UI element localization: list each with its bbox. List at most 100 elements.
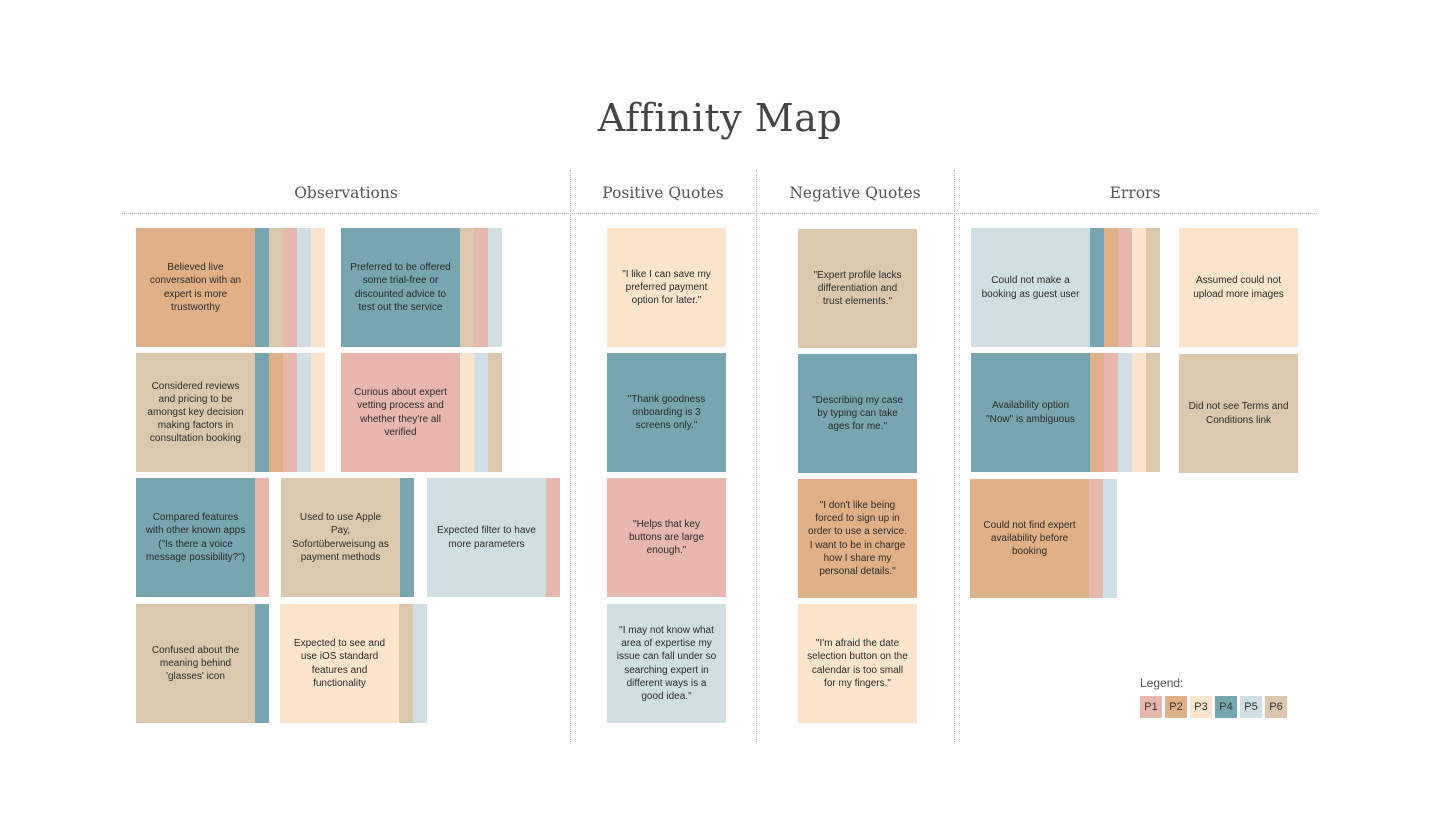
sticky-note-group[interactable]: Used to use Apple Pay, Sofortüberweisung… <box>281 478 414 597</box>
sticky-note: "Expert profile lacks differentiation an… <box>798 229 917 348</box>
legend-swatch-p4: P4 <box>1215 696 1237 718</box>
header-divider <box>122 213 1317 214</box>
sticky-note: Curious about expert vetting process and… <box>341 353 460 472</box>
participant-strip-p5 <box>474 353 488 472</box>
sticky-note: Could not find expert availability befor… <box>970 479 1089 598</box>
legend-swatch-label: P2 <box>1169 701 1183 713</box>
participant-strip-p6 <box>269 228 283 347</box>
participant-strip-p5 <box>488 228 502 347</box>
participant-strip-p6 <box>1146 228 1160 347</box>
column-header-observations: Observations <box>294 184 398 202</box>
participant-strip-p1 <box>1104 353 1118 472</box>
participant-strip-p1 <box>1118 228 1132 347</box>
legend-label: Legend: <box>1140 676 1184 690</box>
sticky-note: "I don't like being forced to sign up in… <box>798 479 917 598</box>
sticky-note: Expected to see and use iOS standard fea… <box>280 604 399 723</box>
legend-swatch-p1: P1 <box>1140 696 1162 718</box>
participant-strip-p6 <box>1146 353 1160 472</box>
participant-strip-p6 <box>488 353 502 472</box>
sticky-note: Believed live conversation with an exper… <box>136 228 255 347</box>
participant-strip-p1 <box>283 228 297 347</box>
sticky-note: Could not make a booking as guest user <box>971 228 1090 347</box>
participant-strip-p3 <box>311 353 325 472</box>
legend-swatch-p6: P6 <box>1265 696 1287 718</box>
sticky-note: "Helps that key buttons are large enough… <box>607 478 726 597</box>
participant-strip-p4 <box>1090 228 1104 347</box>
sticky-note: Expected filter to have more parameters <box>427 478 546 597</box>
participant-strip-p6 <box>460 228 474 347</box>
participant-strip-p1 <box>283 353 297 472</box>
sticky-note: "Thank goodness onboarding is 3 screens … <box>607 353 726 472</box>
participant-strip-p1 <box>1089 479 1103 598</box>
column-divider <box>756 170 757 742</box>
column-header-errors: Errors <box>1109 184 1161 202</box>
participant-strip-p2 <box>1090 353 1104 472</box>
legend-swatch-p2: P2 <box>1165 696 1187 718</box>
column-header-positive-quotes: Positive Quotes <box>602 184 724 202</box>
participant-strip-p2 <box>1104 228 1118 347</box>
sticky-note: "Describing my case by typing can take a… <box>798 354 917 473</box>
sticky-note: "I like I can save my preferred payment … <box>607 228 726 347</box>
participant-strip-p3 <box>1132 353 1146 472</box>
participant-strip-p1 <box>474 228 488 347</box>
sticky-note: Considered reviews and pricing to be amo… <box>136 353 255 472</box>
legend-swatch-label: P6 <box>1269 701 1283 713</box>
sticky-note-group[interactable]: "I'm afraid the date selection button on… <box>798 604 917 723</box>
sticky-note: "I'm afraid the date selection button on… <box>798 604 917 723</box>
sticky-note-group[interactable]: "Thank goodness onboarding is 3 screens … <box>607 353 726 472</box>
sticky-note: Used to use Apple Pay, Sofortüberweisung… <box>281 478 400 597</box>
sticky-note: Availability option "Now" is ambiguous <box>971 353 1090 472</box>
sticky-note-group[interactable]: "I like I can save my preferred payment … <box>607 228 726 347</box>
sticky-note-group[interactable]: Assumed could not upload more images <box>1179 228 1298 347</box>
sticky-note-group[interactable]: Could not find expert availability befor… <box>970 479 1117 598</box>
participant-strip-p3 <box>1132 228 1146 347</box>
legend-swatch-label: P3 <box>1194 701 1208 713</box>
participant-strip-p2 <box>269 353 283 472</box>
legend-swatch-p5: P5 <box>1240 696 1262 718</box>
sticky-note-group[interactable]: Considered reviews and pricing to be amo… <box>136 353 325 472</box>
column-header-negative-quotes: Negative Quotes <box>789 184 921 202</box>
participant-strip-p4 <box>400 478 414 597</box>
legend: P1 P2 P3 P4 P5 P6 <box>1140 696 1287 718</box>
sticky-note: Confused about the meaning behind 'glass… <box>136 604 255 723</box>
participant-strip-p5 <box>1103 479 1117 598</box>
sticky-note-group[interactable]: Curious about expert vetting process and… <box>341 353 502 472</box>
participant-strip-p5 <box>1118 353 1132 472</box>
sticky-note-group[interactable]: Could not make a booking as guest user <box>971 228 1160 347</box>
sticky-note-group[interactable]: Compared features with other known apps … <box>136 478 269 597</box>
participant-strip-p4 <box>255 353 269 472</box>
sticky-note: Did not see Terms and Conditions link <box>1179 354 1298 473</box>
legend-swatch-label: P4 <box>1219 701 1233 713</box>
sticky-note-group[interactable]: "Helps that key buttons are large enough… <box>607 478 726 597</box>
participant-strip-p5 <box>297 228 311 347</box>
participant-strip-p4 <box>255 228 269 347</box>
sticky-note-group[interactable]: Did not see Terms and Conditions link <box>1179 354 1298 473</box>
sticky-note: Preferred to be offered some trial-free … <box>341 228 460 347</box>
legend-swatch-label: P1 <box>1144 701 1158 713</box>
sticky-note: "I may not know what area of expertise m… <box>607 604 726 723</box>
legend-swatch-label: P5 <box>1244 701 1258 713</box>
participant-strip-p5 <box>297 353 311 472</box>
sticky-note-group[interactable]: "I don't like being forced to sign up in… <box>798 479 917 598</box>
participant-strip-p1 <box>255 478 269 597</box>
sticky-note: Assumed could not upload more images <box>1179 228 1298 347</box>
participant-strip-p1 <box>546 478 560 597</box>
column-divider <box>954 170 955 742</box>
sticky-note-group[interactable]: "Describing my case by typing can take a… <box>798 354 917 473</box>
sticky-note-group[interactable]: Expected filter to have more parameters <box>427 478 560 597</box>
sticky-note-group[interactable]: Preferred to be offered some trial-free … <box>341 228 502 347</box>
participant-strip-p3 <box>311 228 325 347</box>
sticky-note-group[interactable]: "Expert profile lacks differentiation an… <box>798 229 917 348</box>
participant-strip-p4 <box>255 604 269 723</box>
participant-strip-p6 <box>399 604 413 723</box>
sticky-note-group[interactable]: Believed live conversation with an exper… <box>136 228 325 347</box>
sticky-note-group[interactable]: Expected to see and use iOS standard fea… <box>280 604 427 723</box>
sticky-note-group[interactable]: Availability option "Now" is ambiguous <box>971 353 1160 472</box>
column-divider <box>570 170 571 742</box>
legend-swatch-p3: P3 <box>1190 696 1212 718</box>
participant-strip-p3 <box>460 353 474 472</box>
participant-strip-p5 <box>413 604 427 723</box>
sticky-note-group[interactable]: Confused about the meaning behind 'glass… <box>136 604 269 723</box>
sticky-note-group[interactable]: "I may not know what area of expertise m… <box>607 604 726 723</box>
page-title: Affinity Map <box>597 96 843 140</box>
